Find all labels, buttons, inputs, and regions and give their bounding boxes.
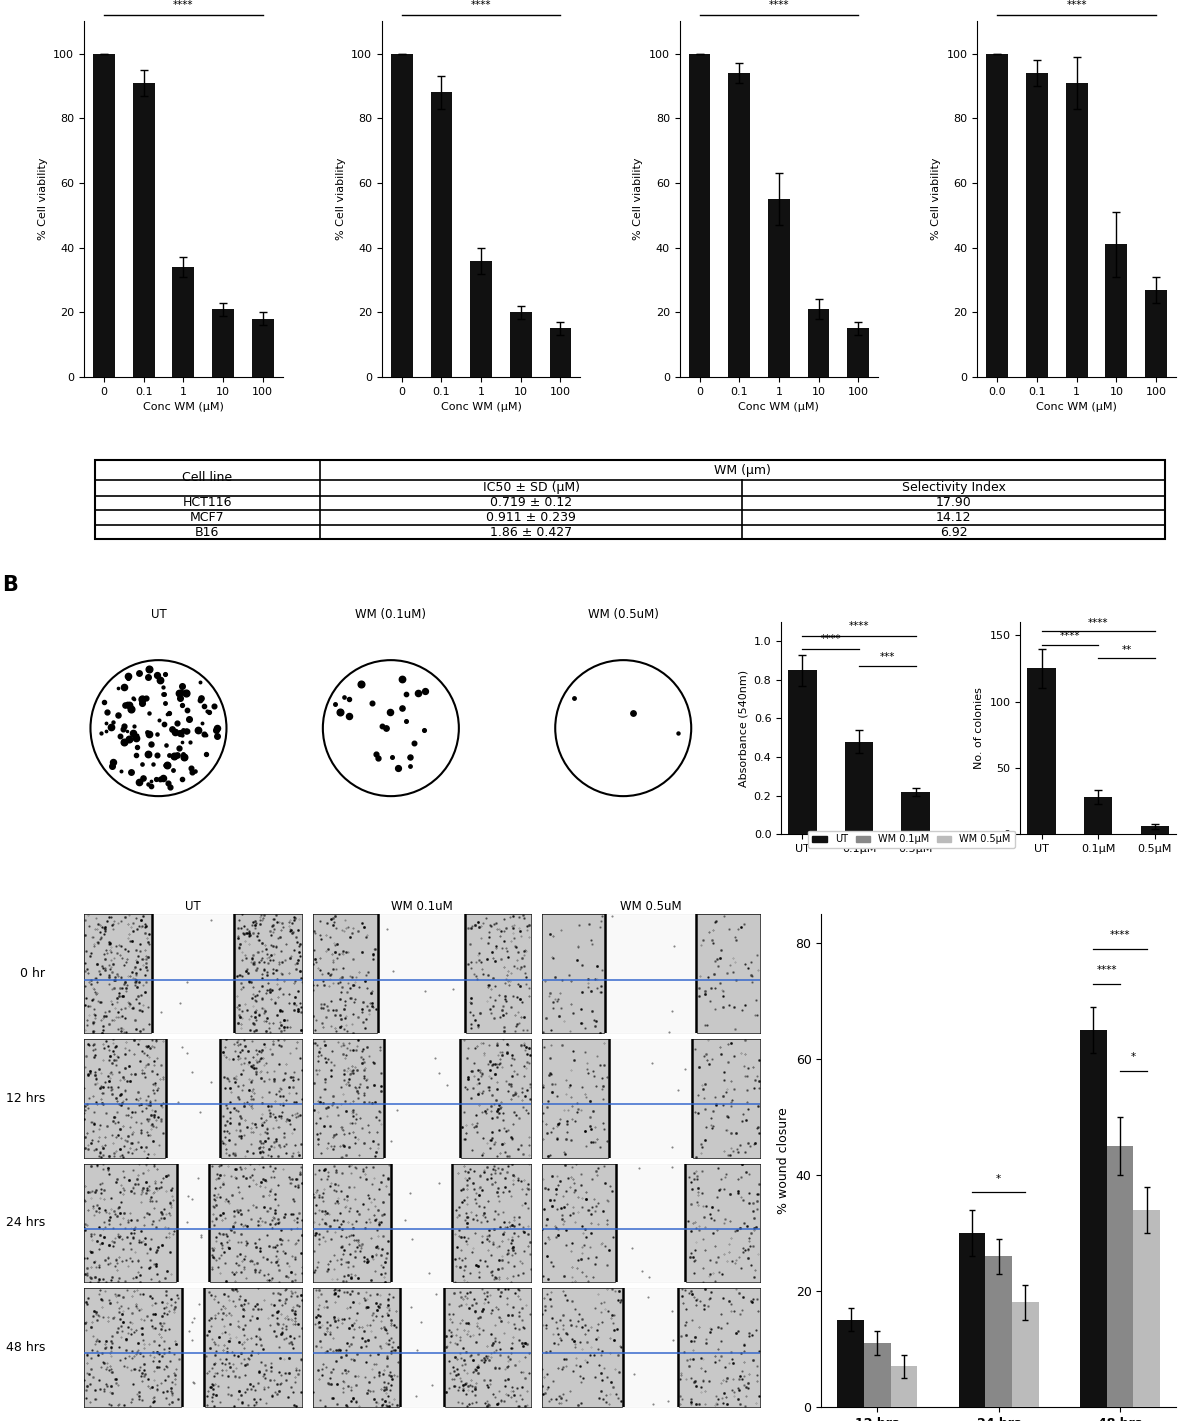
Bar bbox=[985, 1256, 1012, 1407]
Circle shape bbox=[90, 661, 227, 796]
Text: B16: B16 bbox=[196, 526, 220, 539]
Text: *: * bbox=[1130, 1052, 1135, 1061]
Bar bbox=[808, 310, 829, 377]
Text: 0.719 ± 0.12: 0.719 ± 0.12 bbox=[490, 496, 572, 510]
Text: 17.90: 17.90 bbox=[936, 496, 972, 510]
Text: Selectivity Index: Selectivity Index bbox=[901, 482, 1006, 495]
Y-axis label: 12 hrs: 12 hrs bbox=[6, 1091, 46, 1104]
Y-axis label: % Cell viability: % Cell viability bbox=[37, 158, 48, 240]
Bar bbox=[1026, 72, 1048, 377]
Bar bbox=[431, 92, 452, 377]
Bar bbox=[1027, 668, 1056, 834]
Bar bbox=[959, 1233, 985, 1407]
Bar bbox=[173, 267, 194, 377]
Y-axis label: Absorbance (540nm): Absorbance (540nm) bbox=[738, 669, 748, 787]
Bar bbox=[94, 54, 115, 377]
X-axis label: Conc WM (μM): Conc WM (μM) bbox=[143, 402, 223, 412]
X-axis label: Conc WM (μM): Conc WM (μM) bbox=[440, 402, 522, 412]
Bar bbox=[470, 260, 492, 377]
Title: WM (0.1uM): WM (0.1uM) bbox=[355, 608, 426, 621]
Legend: UT, WM 0.1μM, WM 0.5μM: UT, WM 0.1μM, WM 0.5μM bbox=[809, 830, 1014, 848]
X-axis label: Conc WM (μM): Conc WM (μM) bbox=[738, 402, 820, 412]
Bar bbox=[1012, 1303, 1039, 1407]
Y-axis label: No. of colonies: No. of colonies bbox=[974, 688, 984, 769]
Bar bbox=[845, 742, 874, 834]
Title: UT: UT bbox=[185, 899, 200, 914]
Bar bbox=[1066, 82, 1087, 377]
Text: B: B bbox=[2, 576, 18, 595]
Text: ****: **** bbox=[1067, 0, 1087, 10]
Bar bbox=[768, 199, 790, 377]
Text: HCT116: HCT116 bbox=[182, 496, 232, 510]
Text: MCF7: MCF7 bbox=[190, 512, 224, 524]
Circle shape bbox=[556, 661, 691, 796]
Bar bbox=[728, 72, 750, 377]
Text: ****: **** bbox=[1097, 965, 1117, 975]
Text: ****: **** bbox=[1110, 931, 1130, 941]
Text: 0.911 ± 0.239: 0.911 ± 0.239 bbox=[486, 512, 576, 524]
Title: WM 0.5uM: WM 0.5uM bbox=[619, 899, 682, 914]
Bar bbox=[1145, 290, 1166, 377]
Y-axis label: 24 hrs: 24 hrs bbox=[6, 1216, 46, 1229]
Text: ****: **** bbox=[848, 621, 869, 631]
Bar bbox=[391, 54, 413, 377]
Y-axis label: 0 hr: 0 hr bbox=[20, 968, 46, 980]
Text: ****: **** bbox=[769, 0, 790, 10]
Text: *: * bbox=[996, 1174, 1001, 1184]
Y-axis label: % Cell viability: % Cell viability bbox=[336, 158, 346, 240]
Y-axis label: % wound closure: % wound closure bbox=[778, 1107, 790, 1214]
Bar bbox=[1106, 1147, 1133, 1407]
Bar bbox=[1141, 826, 1169, 834]
Text: WM (μm): WM (μm) bbox=[714, 463, 770, 476]
Text: ***: *** bbox=[880, 652, 895, 662]
Text: 14.12: 14.12 bbox=[936, 512, 972, 524]
Bar bbox=[1105, 244, 1127, 377]
Bar bbox=[986, 54, 1008, 377]
Bar bbox=[689, 54, 710, 377]
Text: ****: **** bbox=[173, 0, 193, 10]
Text: **: ** bbox=[1121, 645, 1132, 655]
Circle shape bbox=[323, 661, 458, 796]
Text: 6.92: 6.92 bbox=[940, 526, 967, 539]
Bar bbox=[1084, 797, 1112, 834]
Title: WM 0.1uM: WM 0.1uM bbox=[391, 899, 452, 914]
Bar bbox=[890, 1366, 918, 1407]
Y-axis label: % Cell viability: % Cell viability bbox=[931, 158, 941, 240]
Bar bbox=[864, 1343, 890, 1407]
Bar bbox=[838, 1320, 864, 1407]
Y-axis label: % Cell viability: % Cell viability bbox=[634, 158, 643, 240]
Text: ****: **** bbox=[470, 0, 491, 10]
Bar bbox=[252, 318, 274, 377]
Bar bbox=[550, 328, 571, 377]
Bar bbox=[788, 671, 816, 834]
Y-axis label: 48 hrs: 48 hrs bbox=[6, 1341, 46, 1354]
Text: ****: **** bbox=[821, 634, 841, 644]
Bar bbox=[510, 313, 532, 377]
Text: ****: **** bbox=[1060, 631, 1080, 641]
Bar bbox=[901, 791, 930, 834]
Bar bbox=[847, 328, 869, 377]
Bar bbox=[133, 82, 155, 377]
Title: WM (0.5uM): WM (0.5uM) bbox=[588, 608, 659, 621]
Bar bbox=[1133, 1209, 1160, 1407]
Title: UT: UT bbox=[151, 608, 167, 621]
X-axis label: Conc WM (μM): Conc WM (μM) bbox=[1037, 402, 1117, 412]
Text: ****: **** bbox=[1088, 618, 1109, 628]
Bar bbox=[212, 310, 234, 377]
Text: 1.86 ± 0.427: 1.86 ± 0.427 bbox=[490, 526, 572, 539]
Text: IC50 ± SD (μM): IC50 ± SD (μM) bbox=[482, 482, 580, 495]
Bar bbox=[1080, 1030, 1106, 1407]
Text: Cell line: Cell line bbox=[182, 472, 233, 485]
